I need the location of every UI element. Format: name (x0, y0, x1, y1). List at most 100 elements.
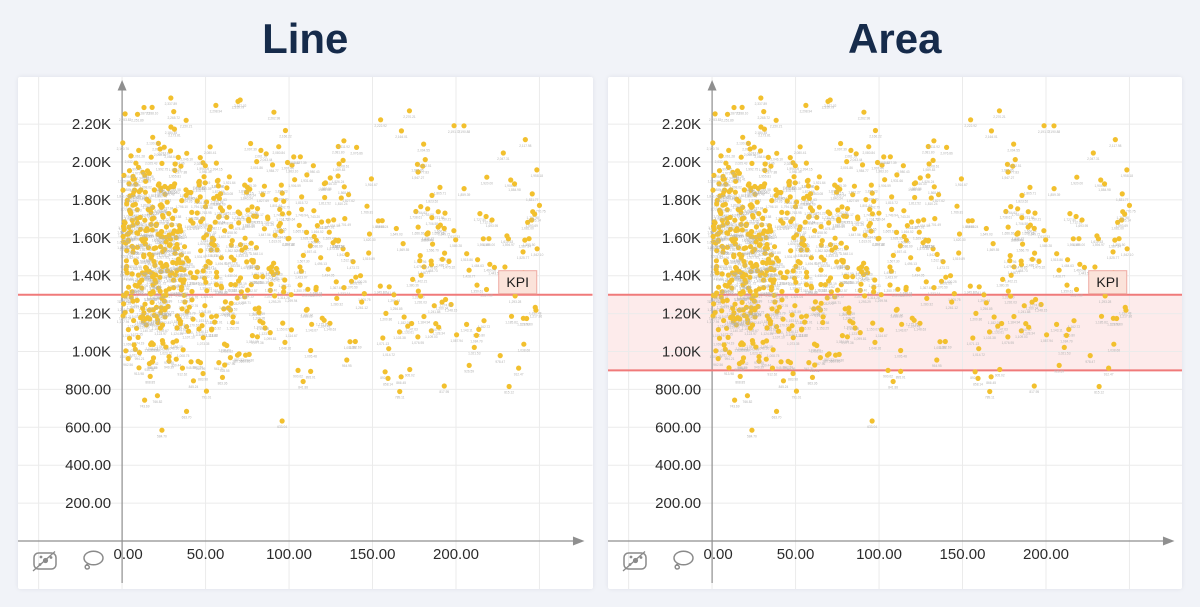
svg-text:1,406.42: 1,406.42 (267, 279, 280, 283)
svg-text:1,087.94: 1,087.94 (450, 339, 463, 343)
svg-text:2,222.92: 2,222.92 (374, 124, 387, 128)
svg-text:1,980.39: 1,980.39 (199, 170, 212, 174)
svg-text:1,753.08: 1,753.08 (1011, 213, 1024, 217)
svg-text:1,701.49: 1,701.49 (928, 223, 941, 227)
svg-text:1,438.60: 1,438.60 (730, 273, 743, 277)
svg-text:1,921.64: 1,921.64 (813, 181, 826, 185)
svg-text:1,955.81: 1,955.81 (758, 175, 771, 179)
kpi-label[interactable]: KPI (1087, 270, 1127, 295)
scatter-points[interactable]: 1,929.891,589.811,046.031,606.881,076.95… (706, 95, 1135, 438)
svg-text:1,776.93: 1,776.93 (129, 209, 142, 213)
svg-text:1,338.24: 1,338.24 (899, 292, 912, 296)
svg-text:1,288.71: 1,288.71 (828, 301, 841, 305)
svg-text:1,658.90: 1,658.90 (225, 231, 238, 235)
svg-text:0.00: 0.00 (113, 546, 142, 563)
svg-text:1,175.13: 1,175.13 (517, 323, 530, 327)
svg-text:1,507.30: 1,507.30 (297, 260, 310, 264)
svg-text:1,542.10: 1,542.10 (1120, 253, 1133, 257)
svg-text:1,341.48: 1,341.48 (383, 291, 396, 295)
svg-text:1,606.88: 1,606.88 (744, 241, 757, 245)
svg-text:1,577.92: 1,577.92 (707, 246, 720, 250)
svg-text:1,430.49: 1,430.49 (767, 274, 780, 278)
svg-text:1,433.92: 1,433.92 (120, 274, 133, 278)
svg-text:1,840.54: 1,840.54 (240, 196, 253, 200)
svg-text:1,175.13: 1,175.13 (1107, 323, 1120, 327)
svg-text:1,048.30: 1,048.30 (756, 347, 769, 351)
kpi-band (607, 294, 1182, 371)
svg-text:1,365.22: 1,365.22 (150, 287, 163, 291)
svg-text:905.02: 905.02 (405, 374, 415, 378)
svg-text:1,011.34: 1,011.34 (719, 354, 731, 358)
svg-text:2,008.61: 2,008.61 (337, 165, 350, 169)
svg-text:1,672.23: 1,672.23 (740, 228, 753, 232)
svg-text:2,288.10: 2,288.10 (146, 112, 159, 116)
svg-text:1,989.83: 1,989.83 (922, 168, 935, 172)
svg-text:1,992.75: 1,992.75 (156, 168, 169, 172)
svg-text:1,531.97: 1,531.97 (194, 255, 207, 259)
svg-text:895.01: 895.01 (895, 376, 905, 380)
kpi-band-borders[interactable] (607, 293, 1183, 372)
svg-text:1,844.01: 1,844.01 (722, 196, 735, 200)
svg-text:1,906.59: 1,906.59 (878, 184, 891, 188)
svg-text:1,591.57: 1,591.57 (135, 244, 148, 248)
svg-text:1,873.96: 1,873.96 (802, 190, 815, 194)
svg-text:1,147.63: 1,147.63 (995, 328, 1008, 332)
svg-text:1,621.50: 1,621.50 (743, 238, 756, 242)
svg-text:1,544.02: 1,544.02 (171, 253, 184, 257)
svg-text:1,531.97: 1,531.97 (784, 255, 797, 259)
report-canvas: Line 200.00 400.00 600.00 800.00 1.00K 1.20K 1… (18, 15, 1183, 589)
svg-text:1,155.32: 1,155.32 (208, 326, 221, 330)
svg-text:150.00: 150.00 (939, 546, 985, 563)
svg-text:1,147.63: 1,147.63 (405, 328, 418, 332)
scatter-chart-area[interactable]: 200.00 400.00 600.00 800.00 1.00K 1.20K 1.40K 1… (607, 77, 1183, 589)
svg-text:1,793.34: 1,793.34 (143, 205, 156, 209)
svg-text:1,553.65: 1,553.65 (744, 251, 757, 255)
scatter-tool-icon[interactable] (32, 549, 58, 573)
svg-text:1,926.24: 1,926.24 (332, 180, 345, 184)
svg-text:1,185.74: 1,185.74 (136, 321, 149, 325)
svg-text:2,025.43: 2,025.43 (145, 161, 158, 165)
svg-text:1,023.25: 1,023.25 (160, 351, 173, 355)
svg-text:1,124.54: 1,124.54 (171, 332, 184, 336)
svg-text:1,678.59: 1,678.59 (131, 227, 144, 231)
svg-text:1,749.26: 1,749.26 (731, 214, 744, 218)
svg-text:972.56: 972.56 (754, 361, 764, 365)
svg-text:1,712.61: 1,712.61 (480, 221, 493, 225)
svg-text:1,776.93: 1,776.93 (719, 209, 732, 213)
svg-text:1,193.11: 1,193.11 (196, 319, 208, 323)
svg-text:845.24: 845.24 (778, 385, 788, 389)
lasso-tool-icon[interactable] (670, 549, 696, 573)
svg-text:815.12: 815.12 (504, 391, 514, 395)
scatter-points[interactable]: 1,929.891,589.811,046.031,606.881,076.95… (117, 95, 546, 438)
scatter-tool-icon[interactable] (622, 549, 648, 573)
svg-text:1,395.95: 1,395.95 (839, 281, 852, 285)
svg-text:1,815.72: 1,815.72 (295, 201, 308, 205)
svg-text:1,466.57: 1,466.57 (760, 267, 773, 271)
svg-text:1,232.48: 1,232.48 (1119, 312, 1132, 316)
svg-text:1,349.50: 1,349.50 (718, 290, 731, 294)
scatter-chart-line[interactable]: 200.00 400.00 600.00 800.00 1.00K 1.20K 1.40K 1… (18, 77, 593, 589)
svg-text:1,413.97: 1,413.97 (735, 277, 748, 281)
svg-text:1,615.09: 1,615.09 (200, 239, 213, 243)
svg-text:1,977.83: 1,977.83 (417, 170, 430, 174)
svg-text:1,178.62: 1,178.62 (731, 322, 744, 326)
svg-text:1,321.04: 1,321.04 (790, 295, 803, 299)
svg-text:1,434.05: 1,434.05 (911, 273, 924, 277)
svg-text:1,087.94: 1,087.94 (1040, 339, 1053, 343)
svg-text:1,388.19: 1,388.19 (234, 282, 247, 286)
svg-text:1,524.96: 1,524.96 (127, 256, 140, 260)
svg-text:2,076.86: 2,076.86 (350, 152, 363, 156)
svg-text:1,454.61: 1,454.61 (149, 270, 162, 274)
svg-text:2,024.46: 2,024.46 (172, 162, 185, 166)
svg-text:1,898.02: 1,898.02 (729, 186, 742, 190)
lasso-tool-icon[interactable] (80, 549, 106, 573)
kpi-label[interactable]: KPI (498, 270, 538, 295)
svg-text:1,353.30: 1,353.30 (225, 289, 238, 293)
svg-text:2,270.21: 2,270.21 (403, 115, 416, 119)
svg-text:1,637.33: 1,637.33 (448, 235, 461, 239)
svg-text:1,475.32: 1,475.32 (443, 266, 456, 270)
svg-text:1,377.21: 1,377.21 (868, 284, 881, 288)
svg-text:1,931.66: 1,931.66 (301, 179, 314, 183)
svg-text:1,415.42: 1,415.42 (710, 277, 723, 281)
svg-text:1,143.11: 1,143.11 (1050, 329, 1062, 333)
